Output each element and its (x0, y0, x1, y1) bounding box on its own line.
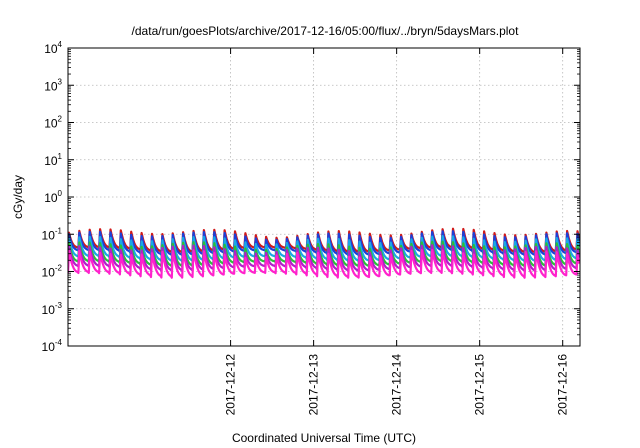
y-tick-label: 10-3 (42, 301, 63, 317)
series-lines (68, 227, 580, 279)
grid (68, 48, 580, 346)
x-tick-label: 2017-12-14 (390, 354, 404, 416)
y-tick-label: 100 (44, 189, 62, 205)
series-line (68, 248, 580, 279)
y-axis-label: cGy/day (11, 175, 25, 219)
x-axis-ticks: 2017-12-12 2017-12-13 2017-12-14 2017-12-15… (224, 48, 570, 415)
y-tick-label: 10-1 (42, 226, 63, 242)
x-tick-label: 2017-12-13 (307, 354, 321, 416)
y-tick-label: 101 (44, 152, 62, 168)
y-axis-ticks: 104 103 102 101 100 10-1 10-2 10-3 10-4 (42, 40, 580, 354)
y-tick-label: 10-4 (42, 338, 63, 354)
chart-title: /data/run/goesPlots/archive/2017-12-16/0… (132, 24, 520, 38)
y-tick-label: 103 (44, 77, 62, 93)
x-tick-label: 2017-12-12 (224, 354, 238, 416)
y-tick-label: 102 (44, 115, 62, 131)
y-tick-label: 10-2 (42, 264, 63, 280)
x-axis-label: Coordinated Universal Time (UTC) (232, 431, 416, 445)
x-tick-label: 2017-12-16 (556, 354, 570, 416)
y-tick-label: 104 (44, 40, 62, 56)
x-tick-label: 2017-12-15 (473, 354, 487, 416)
